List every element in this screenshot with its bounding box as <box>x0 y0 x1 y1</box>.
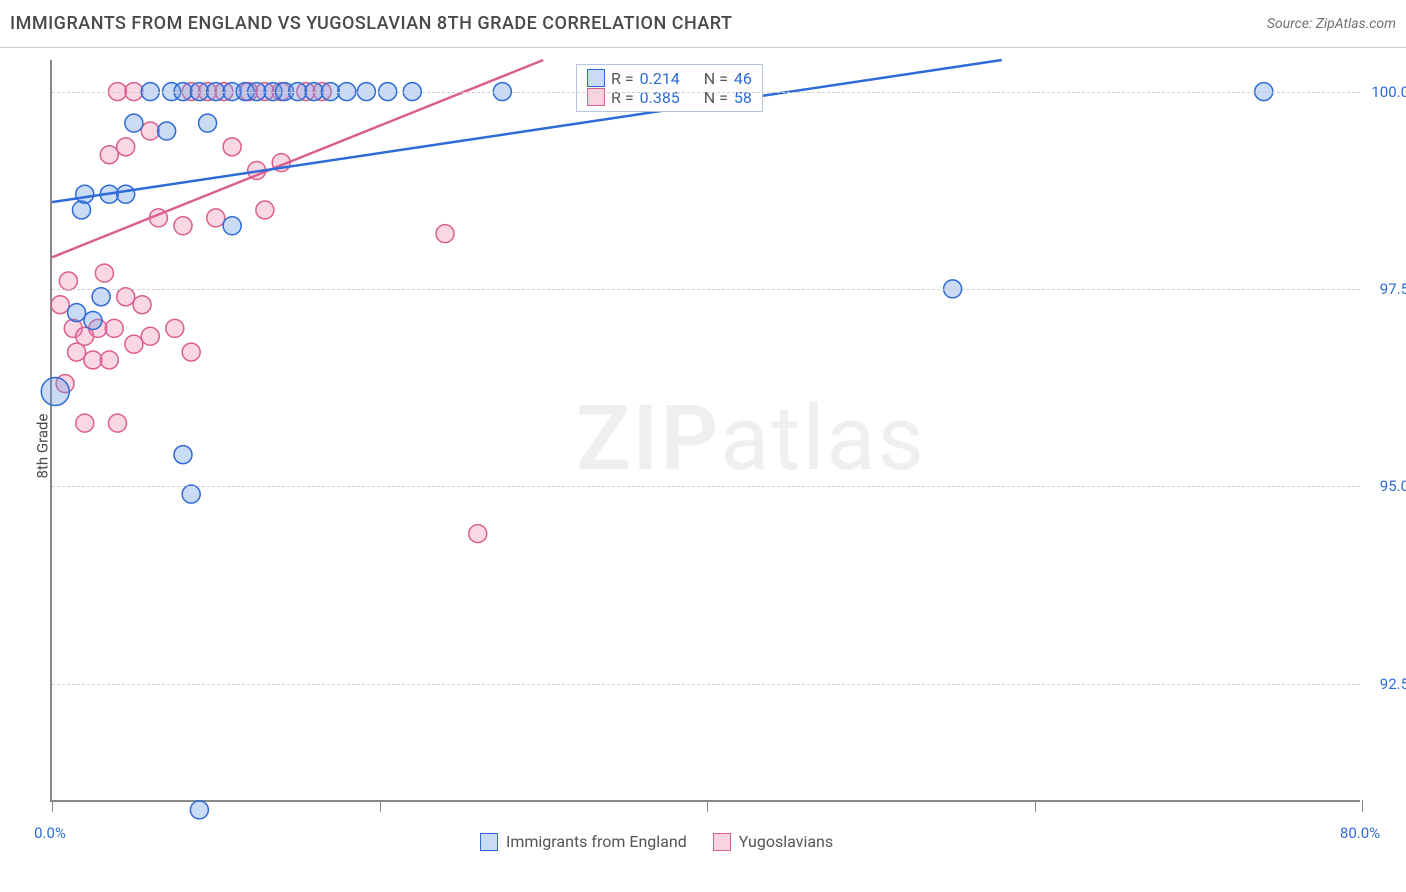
series-legend: Immigrants from England Yugoslavians <box>480 832 833 851</box>
england-point <box>182 485 200 503</box>
yugoslavians-point <box>436 225 454 243</box>
yugoslavians-point <box>223 138 241 156</box>
gridline-horizontal <box>52 684 1360 685</box>
yugoslavians-point <box>141 327 159 345</box>
n-value: 46 <box>734 69 752 88</box>
yugoslavians-point <box>174 217 192 235</box>
source-name: ZipAtlas.com <box>1316 16 1396 32</box>
gridline-horizontal <box>52 486 1360 487</box>
n-label: N = <box>704 69 728 88</box>
r-label: R = <box>611 88 634 107</box>
england-point <box>72 201 90 219</box>
x-tick-mark <box>380 800 381 812</box>
yugoslavians-point <box>59 272 77 290</box>
yugoslavians-point <box>182 343 200 361</box>
r-value: 0.214 <box>640 69 680 88</box>
series-legend-item: Immigrants from England <box>480 832 687 851</box>
yugoslavians-point <box>133 296 151 314</box>
england-point <box>223 217 241 235</box>
n-value: 58 <box>734 88 752 107</box>
yugoslavians-point <box>117 288 135 306</box>
x-tick-mark <box>1362 800 1363 812</box>
correlation-legend: R = 0.214 N = 46R = 0.385 N = 58 <box>576 64 763 112</box>
yugoslavians-point <box>105 319 123 337</box>
yugoslavians-point <box>100 351 118 369</box>
england-point <box>190 801 208 819</box>
x-tick-mark <box>52 800 53 812</box>
legend-swatch-icon <box>480 833 498 851</box>
england-point <box>199 114 217 132</box>
england-point <box>76 185 94 203</box>
yugoslavians-point <box>141 122 159 140</box>
gridline-horizontal <box>52 289 1360 290</box>
plot-svg <box>52 60 1360 800</box>
gridline-horizontal <box>52 92 1360 93</box>
y-tick-label: 95.0% <box>1365 477 1406 495</box>
x-tick-mark <box>1035 800 1036 812</box>
yugoslavians-point <box>125 335 143 353</box>
y-axis-label: 8th Grade <box>33 414 51 479</box>
legend-swatch-icon <box>587 69 605 87</box>
england-point <box>117 185 135 203</box>
series-legend-label: Yugoslavians <box>739 832 833 851</box>
r-value: 0.385 <box>640 88 680 107</box>
yugoslavians-point <box>469 525 487 543</box>
y-tick-label: 97.5% <box>1365 280 1406 298</box>
x-tick-mark <box>707 800 708 812</box>
y-tick-label: 100.0% <box>1365 83 1406 101</box>
x-tick-label: 80.0% <box>1340 824 1380 842</box>
series-legend-item: Yugoslavians <box>713 832 833 851</box>
england-point <box>158 122 176 140</box>
chart-title: IMMIGRANTS FROM ENGLAND VS YUGOSLAVIAN 8… <box>10 13 733 34</box>
source-prefix: Source: <box>1267 16 1316 32</box>
england-trendline <box>52 60 1002 202</box>
y-tick-label: 92.5% <box>1365 675 1406 693</box>
yugoslavians-point <box>76 414 94 432</box>
yugoslavians-point <box>95 264 113 282</box>
source-attribution: Source: ZipAtlas.com <box>1267 16 1396 32</box>
chart-header: IMMIGRANTS FROM ENGLAND VS YUGOSLAVIAN 8… <box>0 0 1406 48</box>
yugoslavians-point <box>84 351 102 369</box>
england-point <box>84 311 102 329</box>
corr-legend-row: R = 0.385 N = 58 <box>587 88 752 107</box>
england-point <box>125 114 143 132</box>
england-point <box>68 304 86 322</box>
england-point <box>92 288 110 306</box>
x-tick-label: 0.0% <box>34 824 66 842</box>
yugoslavians-point <box>51 296 69 314</box>
yugoslavians-point <box>109 414 127 432</box>
yugoslavians-point <box>100 146 118 164</box>
corr-legend-row: R = 0.214 N = 46 <box>587 69 752 88</box>
yugoslavians-point <box>166 319 184 337</box>
england-point <box>41 378 69 406</box>
r-label: R = <box>611 69 634 88</box>
scatter-plot-area: ZIPatlas R = 0.214 N = 46R = 0.385 N = 5… <box>50 60 1360 802</box>
yugoslavians-point <box>117 138 135 156</box>
n-label: N = <box>704 88 728 107</box>
england-point <box>174 446 192 464</box>
yugoslavians-point <box>256 201 274 219</box>
yugoslavians-point <box>207 209 225 227</box>
series-legend-label: Immigrants from England <box>506 832 687 851</box>
legend-swatch-icon <box>713 833 731 851</box>
